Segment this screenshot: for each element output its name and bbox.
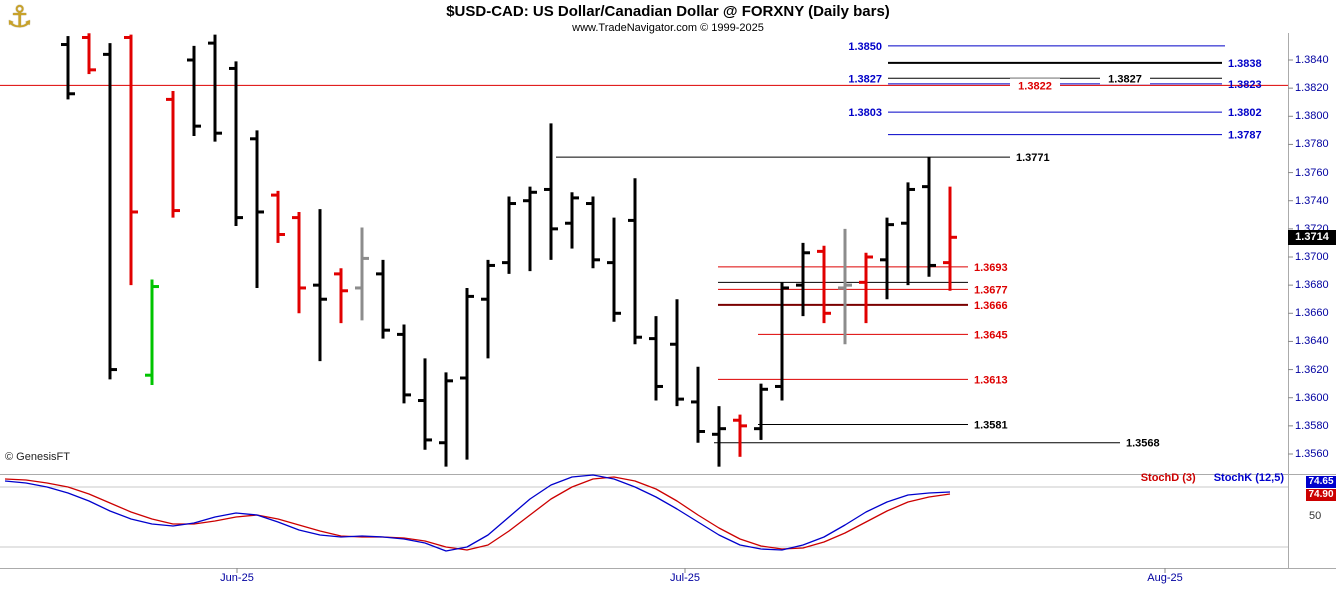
stoch-legend: StochD (3) StochK (12,5) [990,472,1284,484]
level-price-label: 1.3613 [974,374,1008,386]
stoch-50-label: 50 [1309,510,1322,522]
stoch-panel-group [0,474,1288,552]
level-price-label: 1.3771 [1016,152,1050,164]
stochd-legend-label[interactable]: StochD (3) [1140,472,1196,484]
time-axis-label: Jul-25 [670,572,700,584]
level-price-label: 1.3823 [1228,79,1262,91]
level-price-label: 1.3802 [1228,107,1262,119]
price-tick-label: 1.3780 [1295,138,1329,151]
ohlc-bars-group [61,33,957,467]
last-price-badge: 1.3714 [1288,230,1336,245]
level-price-label: 1.3645 [974,329,1008,341]
time-axis-label: Aug-25 [1147,572,1183,584]
level-price-label: 1.3568 [1126,438,1160,450]
chart-subtitle: www.TradeNavigator.com © 1999-2025 [572,22,764,34]
price-tick-label: 1.3580 [1295,419,1329,432]
level-price-label: 1.3838 [1228,58,1262,70]
price-tick-label: 1.3680 [1295,279,1329,292]
price-tick-label: 1.3740 [1295,194,1329,207]
stoch-line [4,474,951,552]
price-tick-label: 1.3760 [1295,166,1329,179]
price-tick-label: 1.3820 [1295,82,1329,95]
genesis-logo-icon: ⚓ [6,1,33,34]
level-price-label: 1.3581 [974,419,1008,431]
level-price-label: 1.3677 [974,284,1008,296]
level-price-label: 1.3827 [848,73,882,85]
price-tick-label: 1.3840 [1295,54,1329,66]
price-tick-label: 1.3660 [1295,307,1329,320]
price-tick-label: 1.3700 [1295,251,1329,263]
level-price-label: 1.3693 [974,262,1008,274]
time-axis-label: Jun-25 [220,572,254,584]
stochk-legend-label[interactable]: StochK (12,5) [1213,472,1284,484]
price-tick-label: 1.3560 [1295,448,1329,460]
stochd-value-badge: 74.90 [1306,489,1336,501]
level-price-label: 1.3822 [1018,80,1052,92]
stoch-line [4,476,951,551]
level-price-label: 1.3803 [848,107,882,119]
price-tick-label: 1.3620 [1295,363,1329,376]
genesis-watermark: © GenesisFT [5,451,70,463]
level-price-label: 1.3850 [848,41,882,53]
level-labels-group: 1.3850 1.3838 1.3827 1.3827 1.3823 1.3822 1.38… [848,41,1261,450]
price-tick-label: 1.3800 [1295,110,1329,123]
stochk-value-badge: 74.65 [1306,476,1336,488]
level-price-label: 1.3666 [974,300,1008,312]
chart-title: $USD-CAD: US Dollar/Canadian Dollar @ FO… [446,3,890,20]
level-price-label: 1.3787 [1228,130,1262,142]
level-price-label: 1.3827 [1108,73,1142,85]
price-tick-label: 1.3600 [1295,391,1329,404]
price-tick-label: 1.3640 [1295,335,1329,348]
